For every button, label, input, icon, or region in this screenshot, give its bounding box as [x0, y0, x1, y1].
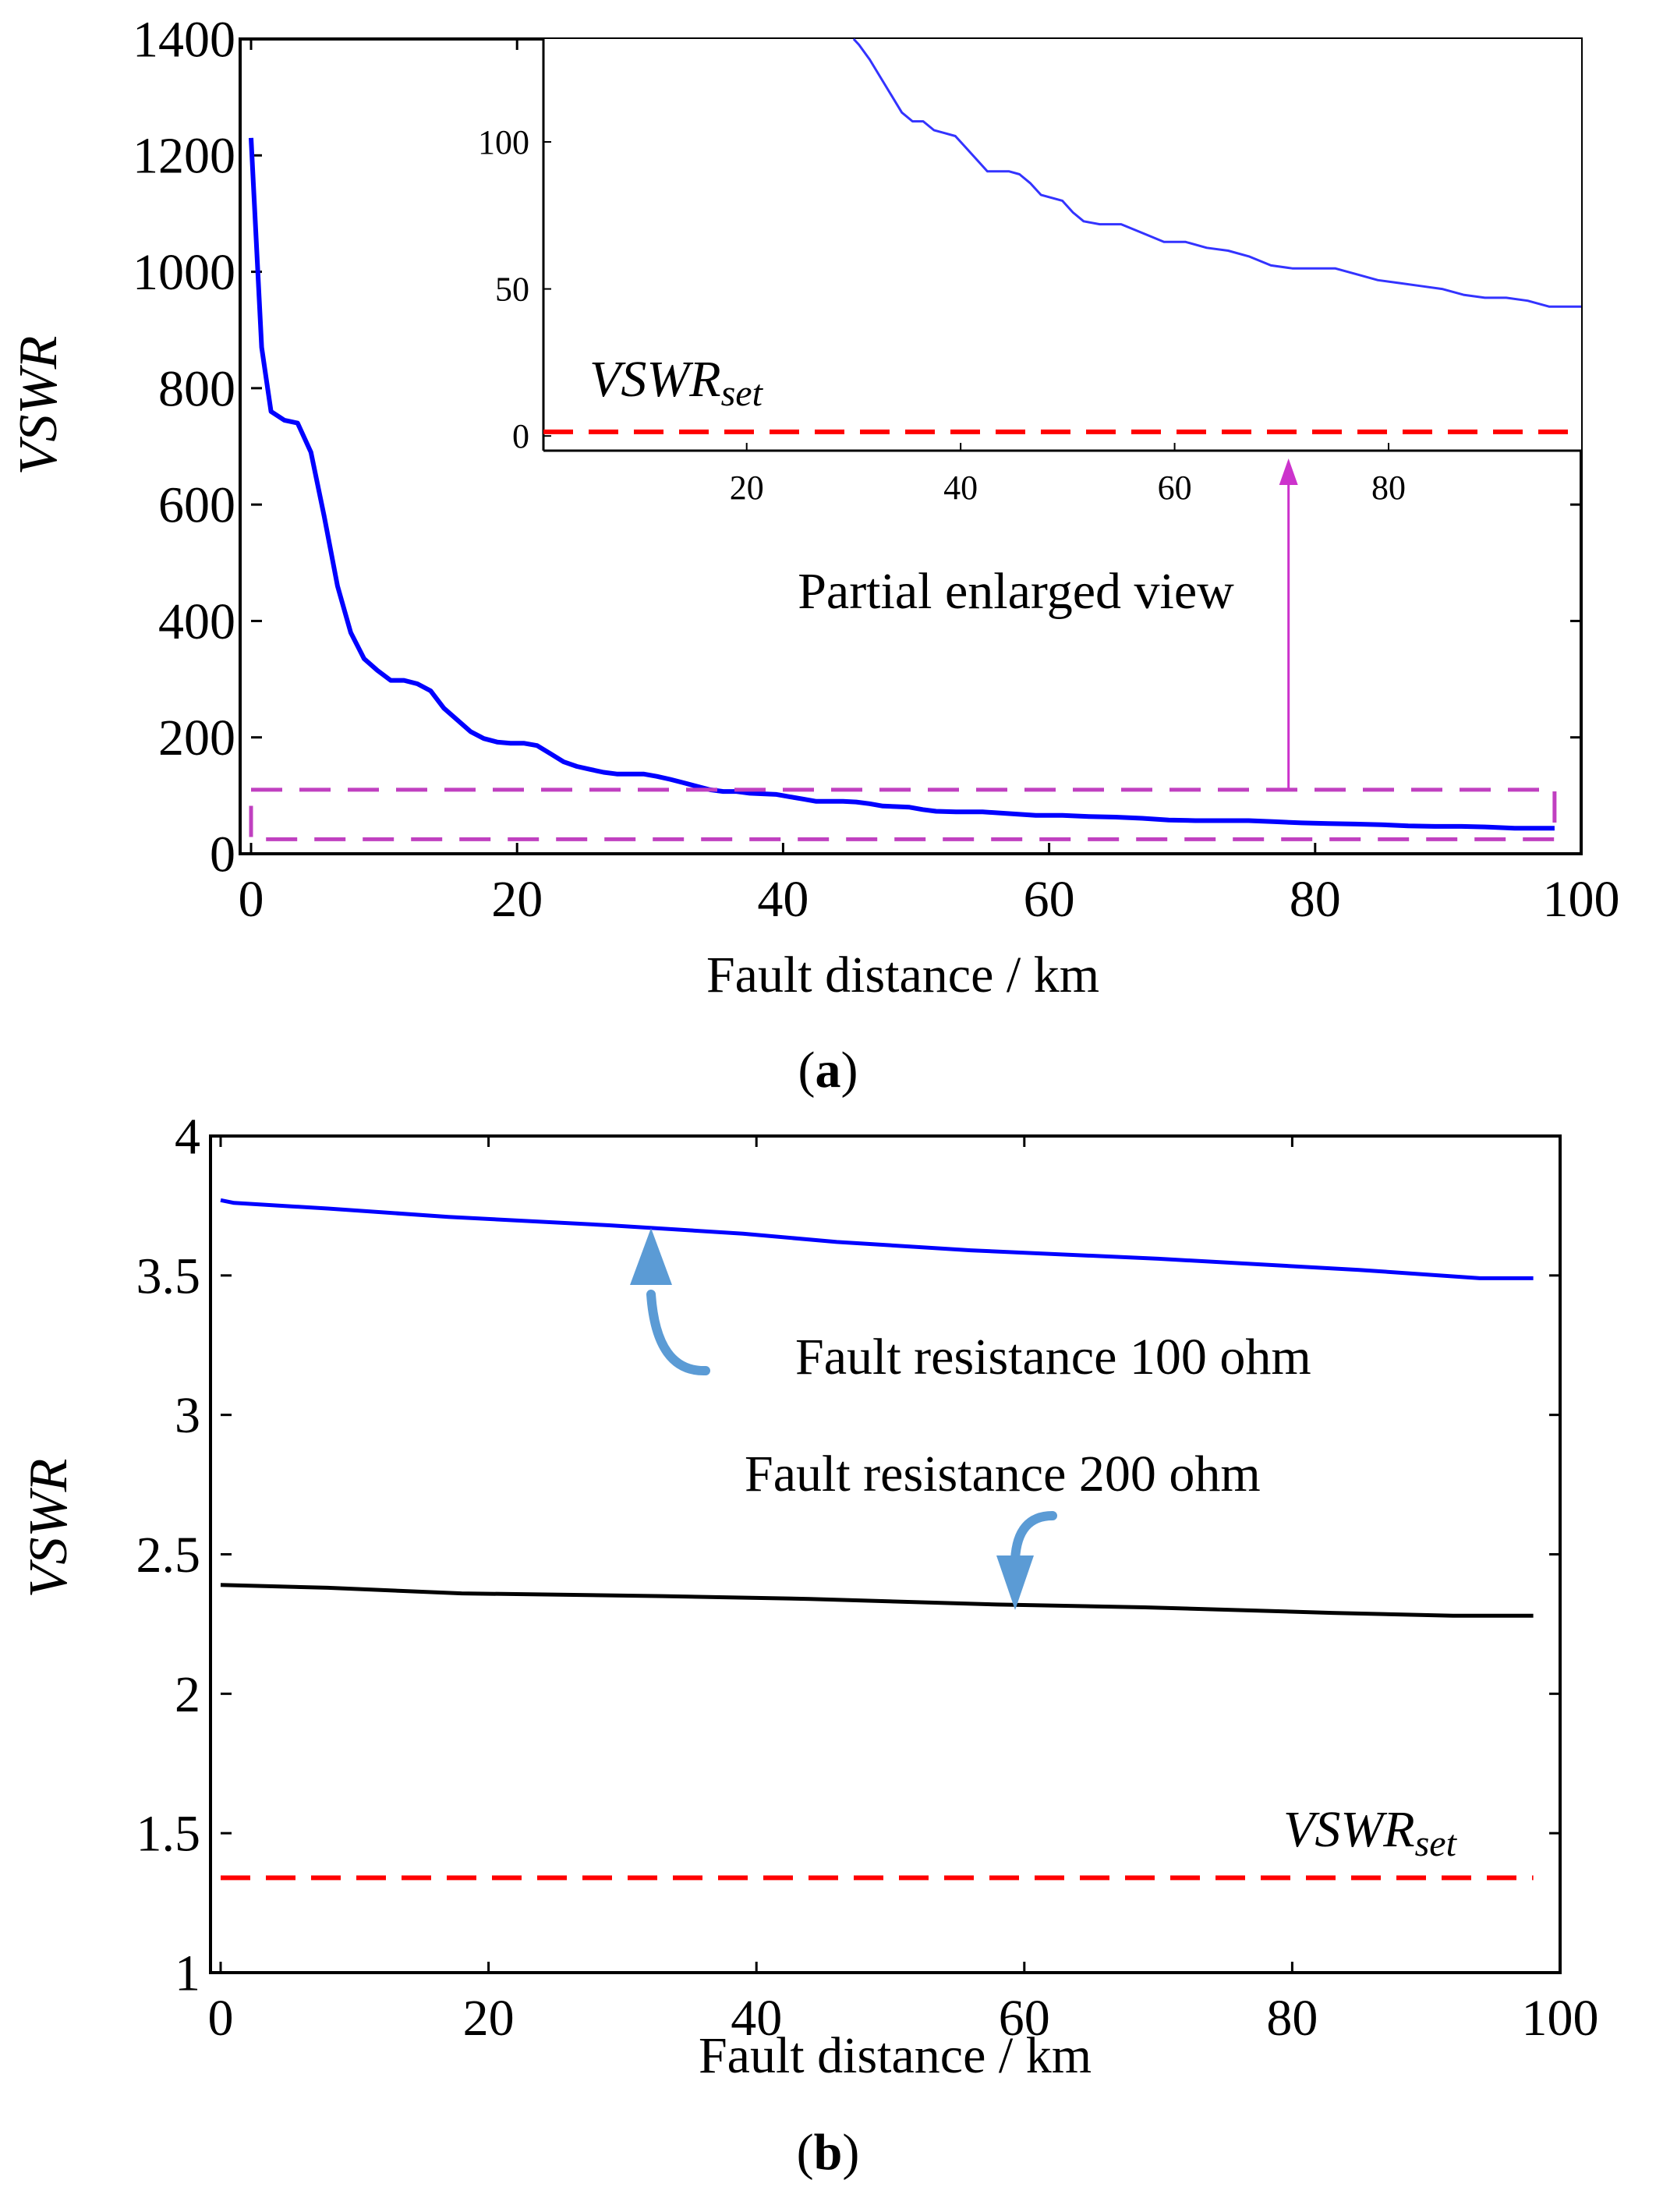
x-tick-label: 60 [1158, 469, 1192, 507]
x-axis-label-b: Fault distance / km [699, 2027, 1092, 2084]
annotation-arrowhead-100-ohm [630, 1228, 672, 1285]
series-line-200-ohm [220, 1583, 1534, 1618]
inset-threshold-label-sub: set [721, 373, 764, 414]
y-tick-label: 0 [210, 826, 235, 883]
annotation-label-100-ohm: Fault resistance 100 ohm [795, 1329, 1311, 1386]
y-tick-label: 3.5 [136, 1248, 201, 1304]
y-tick-label: 1000 [133, 244, 235, 301]
x-tick-label: 80 [1290, 871, 1341, 928]
y-tick-label: 100 [478, 123, 529, 161]
threshold-label-b-sub: set [1415, 1823, 1458, 1864]
caption-b-letter: b [814, 2124, 843, 2181]
y-tick-label: 4 [175, 1108, 200, 1165]
x-tick-label: 60 [1024, 871, 1075, 928]
y-tick-label: 1200 [133, 128, 235, 185]
x-tick-label: 80 [1371, 469, 1406, 507]
x-tick-label: 80 [1266, 1990, 1318, 2047]
x-tick-label: 40 [731, 1990, 782, 2047]
x-tick-label: 40 [757, 871, 809, 928]
x-tick-label: 0 [208, 1990, 234, 2047]
x-axis-label-a: Fault distance / km [706, 947, 1099, 1003]
inset-background [543, 39, 1581, 451]
annotation-arrow-100-ohm [646, 1290, 710, 1376]
inset-threshold-label-main: VSWR [589, 351, 721, 408]
annotation-arrow-200-ohm [1010, 1511, 1057, 1564]
inset-series-line [852, 37, 1581, 308]
highlight-box [249, 787, 1557, 841]
x-tick-label: 100 [1543, 871, 1620, 928]
zoom-arrow-head [1279, 458, 1298, 485]
y-tick-label: 2.5 [136, 1527, 201, 1584]
caption-a: (a) [798, 1042, 858, 1099]
y-tick-label: 2 [175, 1666, 200, 1723]
y-tick-label: 3 [175, 1387, 200, 1444]
x-tick-label: 100 [1522, 1990, 1599, 2047]
series-line-100-ohm [220, 1198, 1534, 1280]
inset-axis-ticks: 20 40 60 80 0 50 100 [478, 123, 1406, 507]
y-tick-label: 600 [158, 477, 235, 534]
x-tick-label: 0 [239, 871, 264, 928]
x-tick-label: 60 [999, 1990, 1050, 2047]
x-tick-label: 20 [463, 1990, 515, 2047]
threshold-label-b: VSWRset [1283, 1801, 1458, 1864]
y-axis-label-a: VSWR [9, 336, 69, 476]
inset-threshold-label: VSWRset [589, 351, 764, 414]
y-tick-label: 400 [158, 593, 235, 650]
annotation-label-200-ohm: Fault resistance 200 ohm [745, 1446, 1261, 1502]
series-line-vswr [249, 137, 1555, 831]
y-tick-label: 0 [512, 417, 529, 455]
y-tick-label: 1 [175, 1945, 200, 2001]
y-axis-label-b: VSWR [19, 1459, 79, 1598]
inset-label: Partial enlarged view [798, 563, 1234, 620]
x-tick-label: 20 [491, 871, 543, 928]
caption-b: (b) [797, 2124, 860, 2181]
y-tick-label: 1.5 [136, 1806, 201, 1863]
annotation-arrowhead-200-ohm [996, 1555, 1034, 1610]
y-tick-label: 1400 [133, 11, 235, 68]
y-tick-label: 200 [158, 710, 235, 766]
x-tick-label: 40 [943, 469, 978, 507]
x-tick-label: 20 [730, 469, 764, 507]
threshold-label-b-main: VSWR [1283, 1801, 1415, 1858]
y-tick-label: 50 [495, 271, 529, 309]
axis-ticks-b: 0 20 40 60 80 100 1 1.5 2 2.5 3 3.5 4 [136, 1108, 1599, 2047]
y-tick-label: 800 [158, 360, 235, 417]
inset-chart: 20 40 60 80 0 50 100 VSWRset [478, 37, 1581, 507]
caption-a-letter: a [816, 1042, 841, 1099]
